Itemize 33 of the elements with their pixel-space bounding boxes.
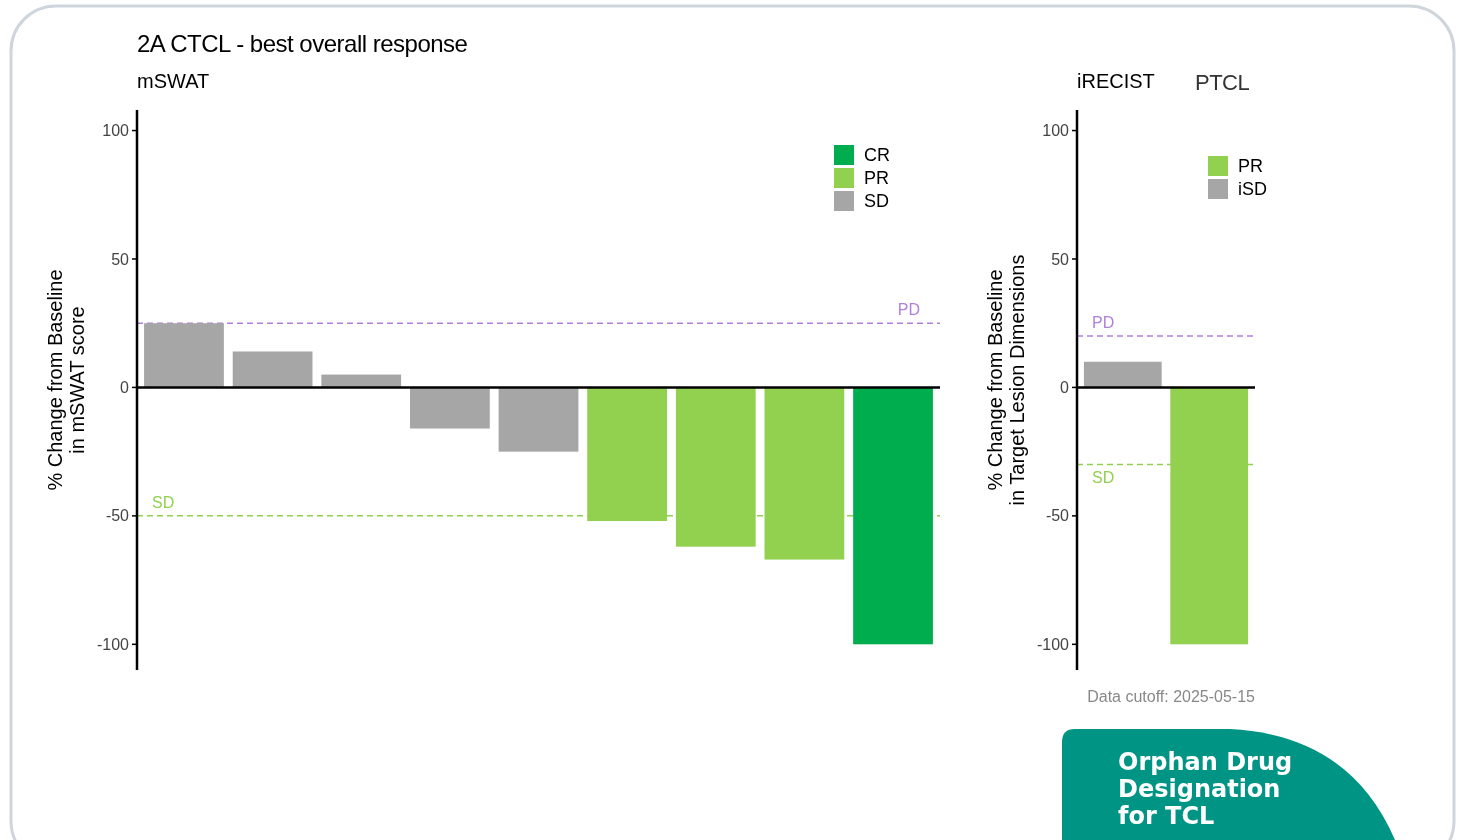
legend-label: iSD <box>1238 179 1268 200</box>
y-tick-label: 50 <box>1051 250 1070 268</box>
y-tick-label: 0 <box>1060 379 1070 397</box>
legend-label: PR <box>864 168 890 189</box>
legend-label: SD <box>864 191 890 212</box>
bar <box>144 323 224 388</box>
y-axis-title: % Change from Baseline in mSWAT score <box>44 269 88 491</box>
text: Orphan Drug Designation for TCL <box>1118 748 1293 830</box>
bar <box>232 351 313 388</box>
chart-subtitle: mSWAT <box>137 70 210 92</box>
chart-title: PTCL <box>1195 70 1250 95</box>
legend-label: CR <box>864 145 890 166</box>
y-tick-label: -100 <box>1036 635 1070 653</box>
text: Data cutoff: 2025-05-15 <box>1087 688 1256 705</box>
y-tick-label: -50 <box>105 507 130 525</box>
y-tick-label: 100 <box>102 122 130 140</box>
y-tick-label: -50 <box>1045 507 1070 525</box>
bar <box>409 387 490 429</box>
ref-line-label: SD <box>152 493 175 511</box>
bar <box>853 387 933 645</box>
legend-label: PR <box>1238 156 1264 177</box>
y-tick-label: 0 <box>120 379 130 397</box>
y-tick-label: 50 <box>111 250 130 268</box>
y-axis-title: % Change from Baseline in Target Lesion Dimensions <box>984 254 1028 506</box>
ref-line-label: PD <box>897 301 920 319</box>
y-tick-label: 100 <box>1042 122 1070 140</box>
y-tick-label: -100 <box>96 635 130 653</box>
chart-title: 2A CTCL - best overall response <box>137 30 468 57</box>
bar <box>498 387 579 452</box>
ref-line-label: SD <box>1092 469 1115 487</box>
ref-line-label: PD <box>1092 314 1115 332</box>
chart-subtitle: iRECIST <box>1077 70 1155 92</box>
bar <box>764 387 845 560</box>
